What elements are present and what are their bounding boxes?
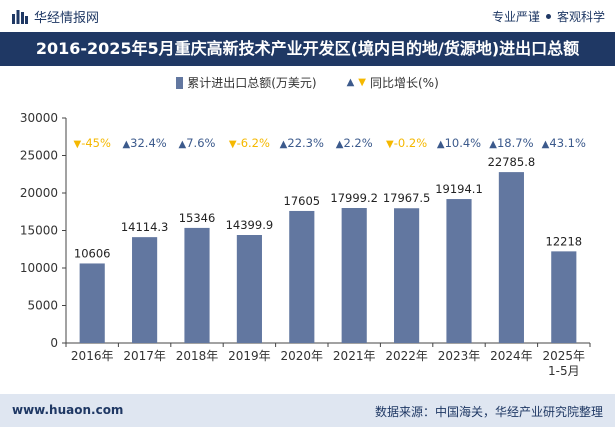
bar bbox=[79, 263, 105, 343]
up-triangle-icon: ▲ bbox=[542, 139, 550, 150]
up-triangle-icon: ▲ bbox=[489, 139, 497, 150]
chart-title: 2016-2025年5月重庆高新技术产业开发区(境内目的地/货源地)进出口总额 bbox=[0, 32, 615, 66]
growth-value: 10.4% bbox=[445, 136, 482, 150]
legend-growth-label: 同比增长(%) bbox=[370, 76, 439, 90]
growth-value: -45% bbox=[81, 136, 111, 150]
growth-value: 43.1% bbox=[549, 136, 586, 150]
bar-value-label: 19194.1 bbox=[435, 182, 483, 196]
tagline: 专业严谨 客观科学 bbox=[492, 8, 605, 25]
bar-value-label: 22785.8 bbox=[488, 155, 536, 169]
x-tick-label: 2017年 bbox=[123, 349, 166, 363]
x-tick-label: 2018年 bbox=[176, 349, 219, 363]
bar bbox=[446, 199, 472, 343]
legend-down-triangle-icon: ▼ bbox=[358, 77, 366, 88]
growth-label: ▲32.4% bbox=[122, 136, 166, 150]
bar bbox=[498, 172, 524, 343]
growth-label: ▼-45% bbox=[73, 136, 110, 150]
down-triangle-icon: ▼ bbox=[73, 139, 81, 150]
growth-value: 7.6% bbox=[186, 136, 215, 150]
growth-label: ▲10.4% bbox=[437, 136, 481, 150]
x-tick-label: 2019年 bbox=[228, 349, 271, 363]
growth-value: -0.2% bbox=[394, 136, 427, 150]
x-tick-label: 2025年 bbox=[543, 349, 586, 363]
y-tick-label: 5000 bbox=[27, 299, 58, 313]
y-tick-label: 20000 bbox=[20, 186, 58, 200]
x-tick-label: 2024年 bbox=[490, 349, 533, 363]
y-tick-label: 25000 bbox=[20, 149, 58, 163]
separator-dot-icon bbox=[545, 14, 551, 19]
y-tick-label: 30000 bbox=[20, 111, 58, 125]
down-triangle-icon: ▼ bbox=[229, 139, 237, 150]
legend-bar-swatch-icon bbox=[176, 76, 184, 89]
x-tick-label: 1-5月 bbox=[548, 364, 580, 378]
growth-label: ▲18.7% bbox=[489, 136, 533, 150]
bar bbox=[394, 208, 420, 343]
top-bar: 华经情报网 专业严谨 客观科学 bbox=[0, 0, 615, 32]
bar bbox=[184, 227, 210, 343]
brand-name: 华经情报网 bbox=[34, 11, 100, 26]
brand: 华经情报网 bbox=[12, 7, 99, 26]
growth-label: ▲22.3% bbox=[280, 136, 324, 150]
bar bbox=[132, 237, 158, 343]
up-triangle-icon: ▲ bbox=[122, 139, 130, 150]
bar-value-label: 14399.9 bbox=[226, 218, 274, 232]
bar-value-label: 17999.2 bbox=[330, 191, 378, 205]
footer-source: 数据来源：中国海关，华经产业研究院整理 bbox=[374, 405, 603, 419]
growth-value: 2.2% bbox=[343, 136, 372, 150]
down-triangle-icon: ▼ bbox=[386, 139, 394, 150]
bar bbox=[289, 210, 315, 343]
x-tick-label: 2016年 bbox=[71, 349, 114, 363]
growth-value: -6.2% bbox=[237, 136, 270, 150]
growth-label: ▼-0.2% bbox=[386, 136, 427, 150]
y-tick-label: 15000 bbox=[20, 224, 58, 238]
growth-label: ▲7.6% bbox=[179, 136, 216, 150]
bar bbox=[236, 235, 262, 343]
x-tick-label: 2022年 bbox=[385, 349, 428, 363]
legend: 累计进出口总额(万美元) ▲ ▼ 同比增长(%) bbox=[0, 74, 615, 91]
tagline-a: 专业严谨 bbox=[491, 10, 540, 24]
footer: www.huaon.com 数据来源：中国海关，华经产业研究院整理 bbox=[0, 394, 615, 427]
growth-label: ▲43.1% bbox=[542, 136, 586, 150]
bar bbox=[341, 208, 367, 343]
bar bbox=[551, 251, 577, 343]
brand-logo-icon bbox=[12, 9, 28, 24]
y-tick-label: 10000 bbox=[20, 261, 58, 275]
tagline-b: 客观科学 bbox=[556, 10, 605, 24]
up-triangle-icon: ▲ bbox=[179, 139, 187, 150]
growth-value: 18.7% bbox=[497, 136, 534, 150]
up-triangle-icon: ▲ bbox=[280, 139, 288, 150]
legend-item-bars: 累计进出口总额(万美元) bbox=[176, 74, 317, 91]
x-tick-label: 2021年 bbox=[333, 349, 376, 363]
x-tick-label: 2023年 bbox=[438, 349, 481, 363]
up-triangle-icon: ▲ bbox=[437, 139, 445, 150]
legend-item-growth: ▲ ▼ 同比增长(%) bbox=[347, 74, 439, 91]
bar-value-label: 10606 bbox=[74, 246, 111, 260]
growth-value: 22.3% bbox=[287, 136, 324, 150]
bar-value-label: 17967.5 bbox=[383, 191, 431, 205]
bar-value-label: 12218 bbox=[546, 234, 583, 248]
bar-value-label: 17605 bbox=[284, 194, 321, 208]
growth-label: ▼-6.2% bbox=[229, 136, 270, 150]
growth-value: 32.4% bbox=[130, 136, 167, 150]
legend-bar-label: 累计进出口总额(万美元) bbox=[187, 76, 317, 90]
bar-chart: 0 5000 10000 15000 20000 25000 30000 10606 2016年… bbox=[20, 111, 591, 378]
y-tick-label: 0 bbox=[50, 336, 58, 350]
footer-website[interactable]: www.huaon.com bbox=[12, 403, 124, 417]
up-triangle-icon: ▲ bbox=[336, 139, 344, 150]
bar-value-label: 15346 bbox=[179, 211, 216, 225]
growth-label: ▲2.2% bbox=[336, 136, 373, 150]
x-tick-label: 2020年 bbox=[281, 349, 324, 363]
legend-up-triangle-icon: ▲ bbox=[346, 77, 355, 88]
bar-value-label: 14114.3 bbox=[121, 220, 169, 234]
